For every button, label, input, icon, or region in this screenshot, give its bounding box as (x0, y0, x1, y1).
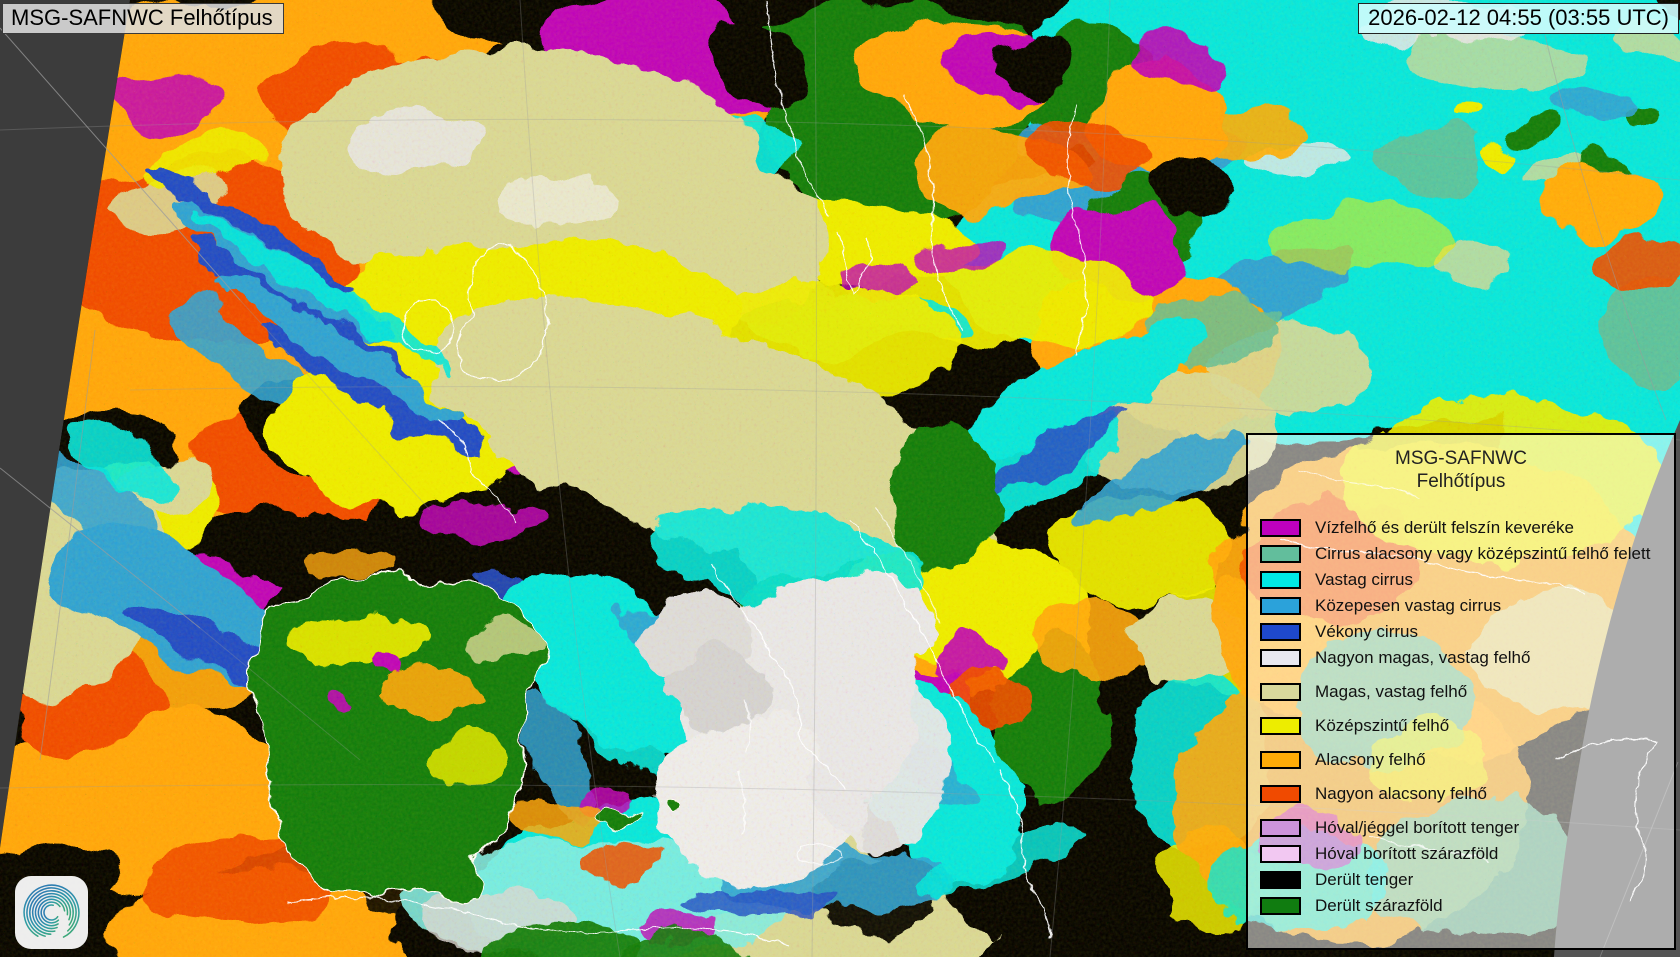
legend-item: Közepesen vastag cirrus (1260, 597, 1674, 615)
timestamp: 2026-02-12 04:55 (03:55 UTC) (1368, 5, 1669, 30)
legend-swatch (1260, 519, 1301, 537)
legend-item: Derült tenger (1260, 871, 1674, 889)
legend-item-label: Középszintű felhő (1315, 716, 1450, 735)
legend-swatch (1260, 571, 1301, 589)
legend-swatch (1260, 785, 1301, 803)
legend-swatch (1260, 623, 1301, 641)
legend-swatch (1260, 897, 1301, 915)
hungaromet-logo (15, 876, 88, 949)
legend-title: MSG-SAFNWC (1395, 448, 1527, 469)
legend-swatch (1260, 649, 1301, 667)
legend-item-label: Hóval borított szárazföld (1315, 844, 1499, 863)
legend-swatch (1260, 545, 1301, 563)
legend-item-label: Vastag cirrus (1315, 570, 1413, 589)
legend-item: Vékony cirrus (1260, 623, 1674, 641)
map-title-box: MSG-SAFNWC Felhőtípus (2, 3, 284, 34)
legend-item: Alacsony felhő (1260, 751, 1674, 769)
timestamp-box: 2026-02-12 04:55 (03:55 UTC) (1358, 3, 1679, 34)
legend-item: Nagyon alacsony felhő (1260, 785, 1674, 803)
legend-item-label: Nagyon magas, vastag felhő (1315, 648, 1531, 667)
legend-item-label: Derült szárazföld (1315, 896, 1443, 915)
legend-item: Vastag cirrus (1260, 571, 1674, 589)
legend-item: Hóval borított szárazföld (1260, 845, 1674, 863)
legend-swatch (1260, 751, 1301, 769)
legend-item: Hóval/jéggel borított tenger (1260, 819, 1674, 837)
legend-item: Középszintű felhő (1260, 717, 1674, 735)
legend-item: Magas, vastag felhő (1260, 683, 1674, 701)
legend-swatch (1260, 819, 1301, 837)
legend-item-label: Közepesen vastag cirrus (1315, 596, 1502, 615)
legend-panel: MSG-SAFNWC Felhőtípus Vízfelhő és derült… (1246, 433, 1676, 950)
legend-item-label: Derült tenger (1315, 870, 1414, 889)
legend-item: Nagyon magas, vastag felhő (1260, 649, 1674, 667)
legend-swatch (1260, 597, 1301, 615)
legend-items: Vízfelhő és derült felszín keveréke Cirru… (1248, 519, 1674, 915)
legend-swatch (1260, 871, 1301, 889)
legend-item-label: Magas, vastag felhő (1315, 682, 1468, 701)
legend-item-label: Vízfelhő és derült felszín keveréke (1315, 518, 1574, 537)
spiral-swirl-icon (23, 884, 80, 941)
legend-subtitle: Felhőtípus (1416, 471, 1506, 492)
map-title: MSG-SAFNWC Felhőtípus (11, 5, 273, 30)
legend-item: Derült szárazföld (1260, 897, 1674, 915)
legend-item-label: Cirrus alacsony vagy középszintű felhő f… (1315, 544, 1651, 563)
legend-item: Vízfelhő és derült felszín keveréke (1260, 519, 1674, 537)
legend-item: Cirrus alacsony vagy középszintű felhő f… (1260, 545, 1674, 563)
legend-swatch (1260, 717, 1301, 735)
legend-swatch (1260, 683, 1301, 701)
legend-item-label: Vékony cirrus (1315, 622, 1418, 641)
legend-item-label: Alacsony felhő (1315, 750, 1426, 769)
legend-swatch (1260, 845, 1301, 863)
legend-item-label: Hóval/jéggel borított tenger (1315, 818, 1520, 837)
legend-item-label: Nagyon alacsony felhő (1315, 784, 1488, 803)
